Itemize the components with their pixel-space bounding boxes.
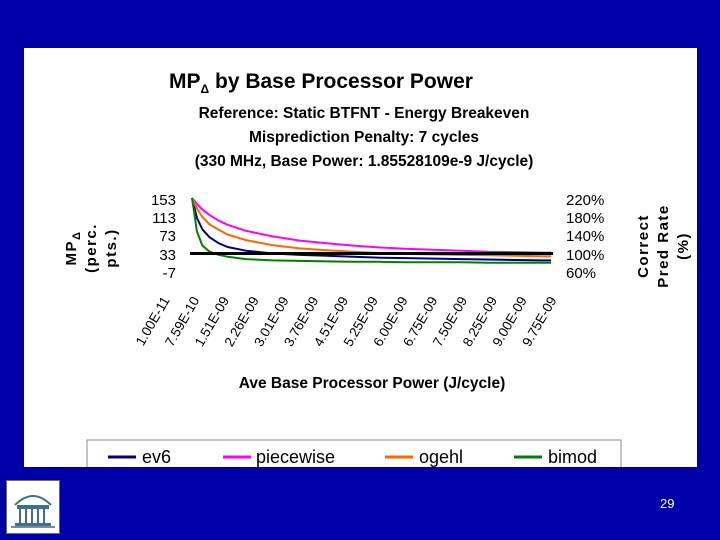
chart-subtitle-line-3: (330 MHz, Base Power: 1.85528109e-9 J/cy…	[195, 153, 534, 170]
page-number: 29	[660, 496, 675, 511]
chart: MPΔ by Base Processor Power Reference: S…	[63, 70, 692, 467]
chart-title-suffix: by Base Processor Power	[209, 70, 473, 93]
chart-title: MPΔ by Base Processor Power	[169, 70, 473, 96]
series-line-piecewise	[191, 197, 551, 254]
y-left-tick: 113	[152, 210, 176, 227]
y-axis-left-title: MPΔ (perc. pts.)	[63, 223, 120, 273]
svg-text:MPΔ: MPΔ	[63, 231, 83, 266]
rotunda-logo-icon	[6, 480, 60, 534]
y-axis-right-title-line-3: (%)	[675, 232, 692, 260]
y-left-tick: -7	[163, 265, 176, 282]
legend-box	[86, 439, 622, 467]
chart-subtitle-line-1: Reference: Static BTFNT - Energy Breakev…	[199, 105, 530, 122]
x-axis-ticks: 1.00E-117.59E-101.51E-092.26E-093.01E-09…	[133, 294, 560, 349]
y-right-tick: 220%	[566, 192, 604, 209]
y-axis-left-title-line-1: MP	[63, 240, 80, 266]
series-line-bimod	[191, 197, 551, 264]
legend-label-piecewise: piecewise	[256, 447, 335, 467]
legend-label-ogehl: ogehl	[419, 447, 463, 467]
series-line-ev6	[191, 197, 551, 262]
y-right-tick: 140%	[566, 228, 604, 245]
y-left-tick: 153	[151, 192, 176, 209]
legend-label-bimod: bimod	[548, 447, 597, 467]
slide-panel: MPΔ by Base Processor Power Reference: S…	[24, 48, 697, 467]
y-axis-left-ticks: 153 113 73 33 -7	[151, 192, 176, 282]
legend-label-ev6: ev6	[142, 447, 171, 467]
y-axis-right-ticks: 220% 180% 140% 100% 60%	[566, 192, 604, 282]
y-axis-right-title-line-1: Correct	[635, 214, 652, 278]
y-axis-right-title-line-2: Pred Rate	[655, 204, 672, 288]
y-right-tick: 60%	[566, 265, 596, 282]
y-axis-left-title-line-3: pts.)	[103, 228, 120, 267]
y-right-tick: 100%	[566, 247, 604, 264]
x-axis-title: Ave Base Processor Power (J/cycle)	[239, 375, 506, 392]
chart-title-main: MP	[169, 70, 201, 93]
y-axis-left-title-subscript: Δ	[71, 231, 83, 240]
y-axis-left-title-line-2: (perc.	[83, 223, 100, 273]
chart-subtitle-line-2: Misprediction Penalty: 7 cycles	[249, 129, 479, 146]
y-left-tick: 73	[159, 228, 176, 245]
y-left-tick: 33	[159, 247, 176, 264]
series-line-ogehl	[191, 197, 551, 258]
plot-area	[191, 197, 551, 264]
legend: ev6 piecewise ogehl bimod	[86, 439, 622, 467]
y-axis-right-title: Correct Pred Rate (%)	[635, 204, 692, 288]
chart-title-subscript: Δ	[201, 82, 210, 96]
y-right-tick: 180%	[566, 210, 604, 227]
